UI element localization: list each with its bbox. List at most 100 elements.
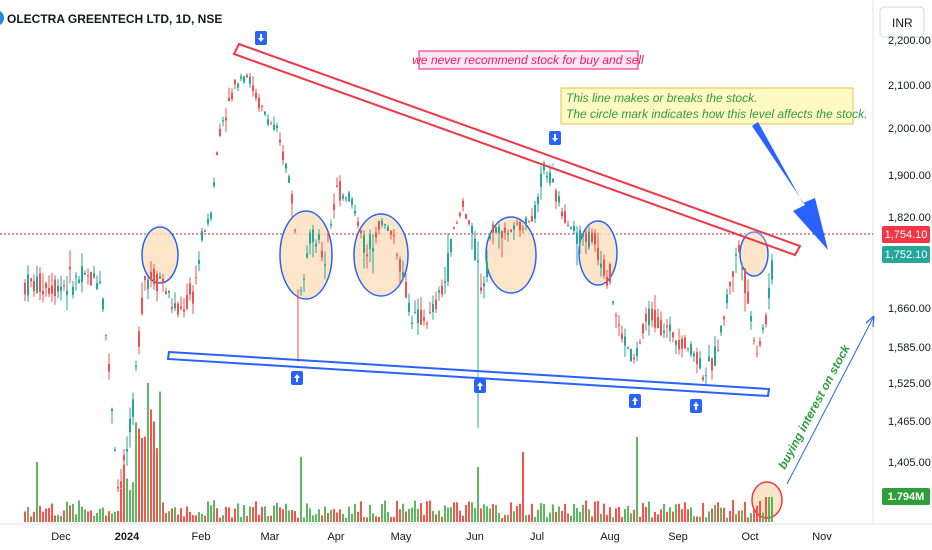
volume-bar — [348, 506, 350, 522]
volume-badge: 1.794M — [882, 488, 930, 505]
y-tick-label: 1,405.00 — [888, 457, 931, 469]
y-tick-label: 2,000.00 — [888, 123, 931, 135]
volume-bar — [414, 500, 416, 522]
candle-body — [231, 92, 233, 100]
candle-body — [165, 291, 167, 295]
candle-body — [183, 309, 185, 312]
candle-body — [192, 291, 194, 304]
buy-signal-icon[interactable] — [291, 371, 303, 385]
currency-button[interactable]: INR — [879, 6, 925, 38]
volume-bar — [573, 504, 575, 522]
candle-body — [129, 418, 131, 433]
volume-bar — [99, 508, 101, 522]
symbol-logo-icon — [0, 11, 4, 25]
candle-body — [573, 225, 575, 231]
buy-signal-icon[interactable] — [690, 399, 702, 413]
symbol-title[interactable]: OLECTRA GREENTECH LTD, 1D, NSE — [7, 12, 222, 26]
x-tick-label: May — [391, 531, 412, 543]
volume-bar — [720, 507, 722, 522]
candle-body — [180, 306, 182, 309]
candle-body — [768, 287, 770, 299]
candle-body — [504, 227, 506, 233]
volume-bar — [165, 513, 167, 522]
volume-bar — [684, 502, 686, 522]
sell-signal-icon[interactable] — [255, 31, 267, 45]
volume-bar — [342, 513, 344, 522]
candle-body — [195, 277, 197, 279]
x-axis-ticks: Dec 2024 Feb Mar Apr May Jun Jul Aug Sep Oct Nov — [51, 531, 832, 543]
volume-bar — [273, 505, 275, 522]
candle-body — [507, 232, 509, 235]
x-tick-label: Nov — [812, 531, 832, 543]
volume-bar — [642, 503, 644, 522]
volume-bar — [246, 515, 248, 522]
x-tick-label: Aug — [600, 531, 620, 543]
candle-body — [141, 297, 143, 314]
candle-body — [468, 220, 470, 224]
volume-bar — [555, 511, 557, 522]
candle-body — [765, 315, 767, 325]
candle-body — [138, 331, 140, 347]
candle-body — [720, 325, 722, 333]
resistance-trendline[interactable] — [232, 42, 802, 257]
candle-body — [93, 273, 95, 278]
candle-body — [483, 283, 485, 287]
candle-body — [684, 337, 686, 348]
candle-body — [291, 194, 293, 204]
volume-bar — [600, 513, 602, 522]
volume-bar — [726, 517, 728, 522]
candle-body — [456, 222, 458, 224]
volume-bar — [291, 509, 293, 522]
candle-body — [477, 260, 479, 262]
volume-bar — [402, 503, 404, 522]
volume-bar — [498, 513, 500, 522]
volume-bar — [606, 515, 608, 522]
candle-body — [375, 232, 377, 238]
candle-body — [432, 304, 434, 313]
buying-interest-text: buying interest on stock — [775, 341, 853, 471]
buy-signal-icon[interactable] — [629, 394, 641, 408]
candle-body — [189, 283, 191, 295]
volume-bar — [528, 514, 530, 522]
volume-bar — [552, 504, 554, 522]
volume-bar — [168, 511, 170, 522]
candle-body — [303, 279, 305, 281]
candle-body — [597, 247, 599, 261]
candle-body — [567, 225, 569, 227]
volume-bar — [525, 515, 527, 522]
volume-bar — [582, 504, 584, 522]
candle-body — [363, 235, 365, 253]
candle-body — [510, 229, 512, 232]
volume-bar — [90, 510, 92, 522]
candle-body — [741, 268, 743, 270]
volume-bar — [648, 501, 650, 522]
candle-body — [462, 200, 464, 207]
candle-body — [396, 254, 398, 256]
volume-bar — [594, 501, 596, 522]
candle-body — [159, 276, 161, 279]
support-trendline[interactable] — [166, 350, 771, 398]
candle-body — [72, 286, 74, 296]
sell-signal-icon[interactable] — [549, 131, 561, 145]
volume-bar — [660, 509, 662, 522]
candle-body — [663, 330, 665, 333]
candle-body — [654, 309, 656, 328]
candle-body — [237, 83, 239, 88]
candle-body — [369, 233, 371, 249]
candle-body — [81, 266, 83, 282]
buy-signal-icon[interactable] — [474, 379, 486, 393]
volume-bar — [27, 506, 29, 522]
volume-bar — [261, 507, 263, 522]
volume-bar — [150, 409, 152, 522]
volume-bar — [681, 509, 683, 522]
candle-body — [378, 221, 380, 230]
candle-body — [228, 97, 230, 102]
volume-bar — [258, 514, 260, 522]
candle-body — [549, 172, 551, 183]
volume-bar — [561, 510, 563, 522]
candle-body — [57, 285, 59, 292]
volume-bar — [411, 507, 413, 522]
candle-body — [90, 272, 92, 286]
volume-bar — [381, 504, 383, 522]
